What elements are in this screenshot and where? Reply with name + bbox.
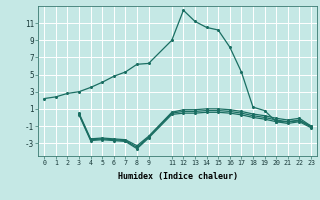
X-axis label: Humidex (Indice chaleur): Humidex (Indice chaleur) (118, 172, 238, 181)
